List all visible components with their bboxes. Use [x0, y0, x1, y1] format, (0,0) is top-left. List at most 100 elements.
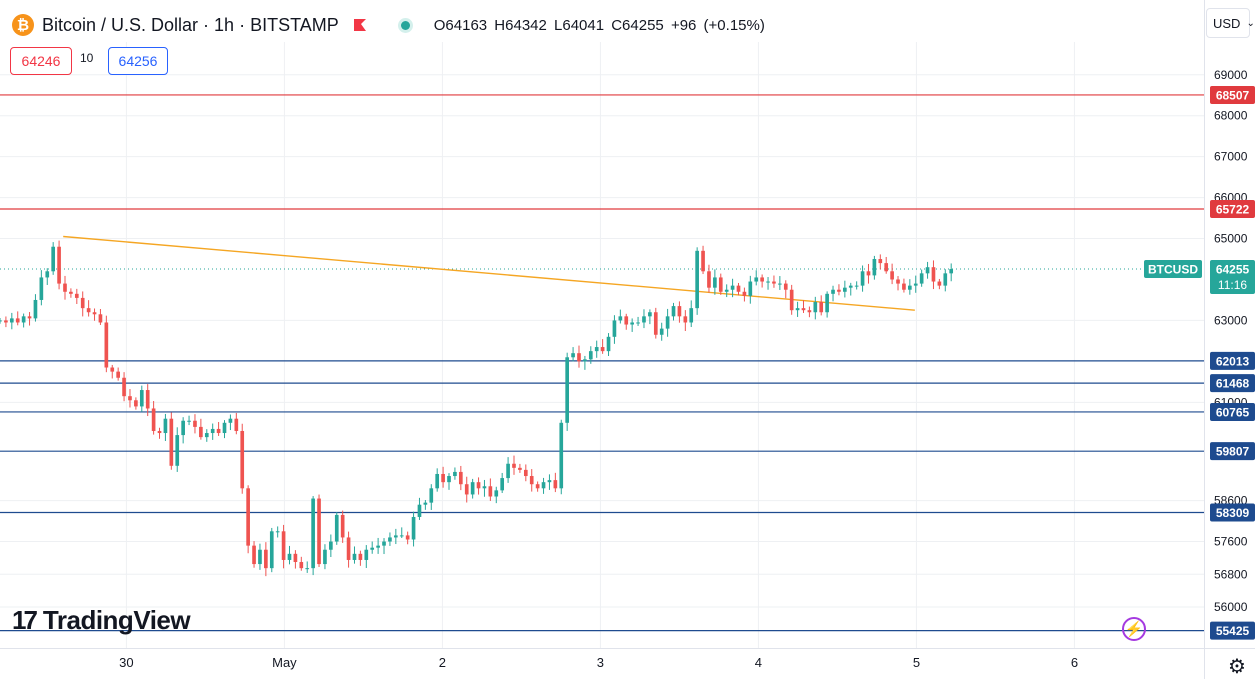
trendline[interactable] [63, 235, 915, 311]
candle-body[interactable] [51, 246, 56, 272]
candle-body[interactable] [411, 516, 416, 540]
candle-body[interactable] [441, 473, 445, 483]
candle-body[interactable] [553, 480, 558, 489]
candle-body[interactable] [665, 316, 670, 329]
candle-body[interactable] [163, 418, 168, 434]
candle-body[interactable] [151, 408, 156, 431]
candle-body[interactable] [642, 316, 646, 323]
candle-body[interactable] [122, 377, 126, 397]
candle-body[interactable] [949, 269, 954, 274]
candle-body[interactable] [559, 422, 564, 489]
candle-body[interactable] [866, 271, 871, 276]
candle-body[interactable] [718, 277, 723, 292]
currency-selector[interactable]: USD ⌄ [1206, 8, 1255, 38]
sell-quote-button[interactable]: 64246 [10, 47, 72, 75]
candle-body[interactable] [104, 322, 109, 368]
candle-body[interactable] [346, 537, 351, 560]
candle-body[interactable] [98, 314, 103, 323]
candle-body[interactable] [813, 302, 818, 313]
candle-body[interactable] [370, 547, 375, 550]
candle-body[interactable] [807, 310, 812, 313]
candle-body[interactable] [476, 482, 481, 489]
lightning-icon[interactable]: ⚡ [1122, 617, 1146, 641]
candle-body[interactable] [860, 271, 865, 286]
candle-body[interactable] [128, 396, 132, 401]
candle-body[interactable] [506, 463, 510, 479]
candle-body[interactable] [760, 277, 764, 282]
candle-body[interactable] [92, 312, 97, 315]
candle-body[interactable] [837, 289, 841, 292]
candle-body[interactable] [600, 347, 605, 352]
candle-body[interactable] [21, 316, 26, 323]
candle-body[interactable] [323, 549, 327, 565]
market-status-icon[interactable] [400, 20, 410, 30]
candle-body[interactable] [252, 545, 256, 565]
candle-body[interactable] [695, 250, 699, 309]
candle-body[interactable] [488, 486, 493, 497]
candle-body[interactable] [671, 306, 676, 317]
candle-body[interactable] [618, 316, 623, 321]
candle-body[interactable] [529, 476, 534, 485]
candle-body[interactable] [778, 283, 782, 285]
flag-icon[interactable] [353, 18, 367, 32]
candle-body[interactable] [748, 281, 753, 296]
candle-body[interactable] [624, 316, 629, 325]
candle-body[interactable] [329, 541, 333, 550]
candle-body[interactable] [240, 430, 245, 489]
candle-body[interactable] [9, 318, 14, 323]
candle-body[interactable] [494, 490, 499, 497]
candle-body[interactable] [724, 289, 729, 292]
candle-body[interactable] [707, 271, 711, 288]
candle-body[interactable] [0, 320, 2, 322]
candle-body[interactable] [783, 283, 788, 290]
candle-body[interactable] [571, 353, 575, 358]
candle-body[interactable] [74, 293, 79, 298]
candle-body[interactable] [33, 299, 38, 319]
candle-body[interactable] [754, 277, 759, 282]
candle-body[interactable] [269, 531, 274, 569]
candle-body[interactable] [742, 291, 747, 296]
candle-body[interactable] [145, 390, 150, 409]
candle-body[interactable] [848, 285, 853, 288]
candle-body[interactable] [482, 486, 487, 489]
candle-body[interactable] [653, 312, 658, 335]
candle-body[interactable] [429, 488, 434, 503]
candle-body[interactable] [317, 498, 321, 565]
candle-body[interactable] [925, 267, 930, 274]
candle-body[interactable] [541, 482, 546, 489]
candle-body[interactable] [772, 281, 776, 284]
candle-body[interactable] [311, 498, 315, 569]
candle-body[interactable] [789, 289, 794, 311]
candle-body[interactable] [175, 435, 180, 466]
candle-body[interactable] [453, 471, 457, 477]
candle-body[interactable] [116, 371, 120, 378]
candle-body[interactable] [157, 430, 162, 434]
candle-body[interactable] [583, 359, 587, 362]
candle-body[interactable] [913, 283, 918, 286]
candle-body[interactable] [264, 549, 268, 569]
candle-body[interactable] [299, 562, 304, 569]
candle-body[interactable] [281, 531, 286, 560]
candle-body[interactable] [45, 271, 50, 278]
buy-quote-button[interactable]: 64256 [108, 47, 168, 75]
candle-body[interactable] [689, 308, 694, 323]
candle-body[interactable] [435, 473, 440, 489]
candle-body[interactable] [334, 514, 339, 542]
candle-body[interactable] [69, 291, 73, 294]
candle-body[interactable] [872, 259, 877, 276]
candle-body[interactable] [606, 336, 611, 352]
candle-body[interactable] [713, 277, 717, 288]
candle-body[interactable] [364, 549, 369, 560]
candle-body[interactable] [382, 541, 386, 546]
candle-body[interactable] [134, 400, 138, 407]
candle-body[interactable] [110, 367, 115, 372]
candle-body[interactable] [423, 502, 428, 505]
candle-body[interactable] [388, 537, 392, 542]
candle-body[interactable] [801, 308, 806, 311]
candle-body[interactable] [919, 273, 924, 284]
candle-body[interactable] [187, 420, 191, 422]
candle-body[interactable] [139, 390, 144, 407]
candle-body[interactable] [547, 480, 552, 483]
candle-body[interactable] [447, 476, 451, 483]
candle-body[interactable] [594, 347, 599, 352]
